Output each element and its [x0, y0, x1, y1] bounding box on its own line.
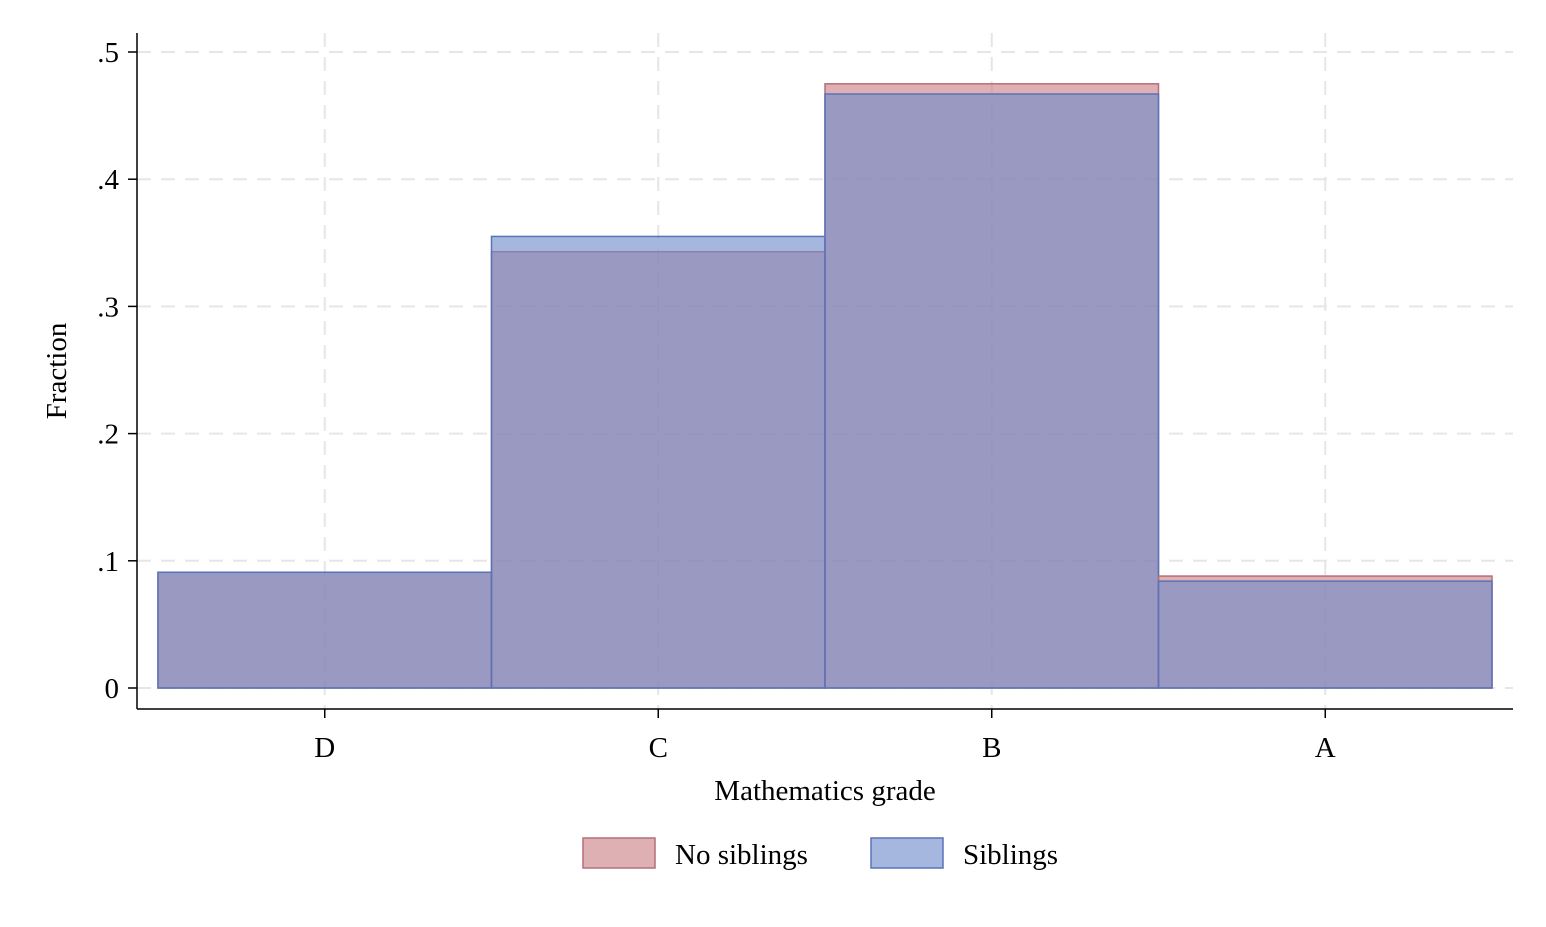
y-tick-label-5: .5 [97, 37, 119, 69]
y-tick-label-3: .3 [97, 291, 119, 323]
y-ticks: 0 .1 .2 .3 .4 .5 [97, 37, 137, 705]
y-axis-title: Fraction [41, 322, 73, 419]
axes [136, 33, 1513, 710]
x-tick-label-B: B [982, 732, 1001, 764]
y-tick-label-2: .2 [97, 419, 119, 451]
bar-siblings-A [1157, 580, 1493, 689]
y-tick-label-0: 0 [105, 673, 120, 705]
x-axis-title: Mathematics grade [714, 775, 935, 807]
legend-swatch-siblings [870, 837, 944, 869]
legend-swatch-no-siblings [582, 837, 656, 869]
bar-siblings-B [824, 93, 1160, 689]
x-tick-label-C: C [649, 732, 668, 764]
bar-siblings-D [157, 571, 493, 689]
x-tick-label-D: D [314, 732, 335, 764]
x-tick-label-A: A [1315, 732, 1336, 764]
bars [157, 83, 1493, 689]
legend-label-siblings: Siblings [963, 839, 1058, 871]
legend: No siblings Siblings [582, 837, 1058, 871]
bar-siblings-C [490, 235, 826, 689]
y-tick-label-4: .4 [97, 164, 119, 196]
y-tick-label-1: .1 [97, 546, 119, 578]
legend-label-no-siblings: No siblings [675, 839, 808, 871]
